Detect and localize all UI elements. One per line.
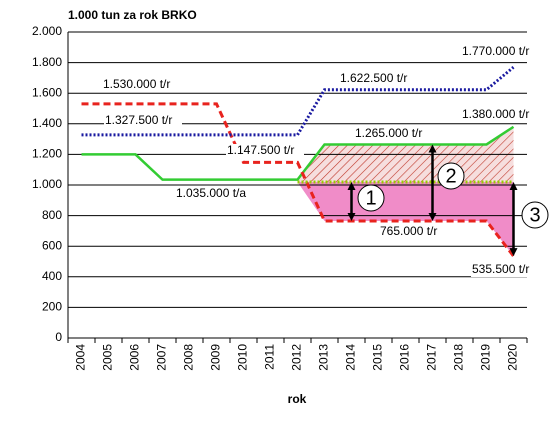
x-tick-label: 2020 — [506, 344, 520, 371]
label-bg — [102, 78, 180, 92]
label-bg — [104, 114, 182, 128]
x-tick-label: 2007 — [155, 344, 169, 371]
y-tick-label: 600 — [42, 238, 62, 252]
y-tick-label: 400 — [42, 269, 62, 283]
annotation: 1.770.000 t/r — [462, 44, 529, 58]
arrow-head — [347, 212, 356, 221]
arrow-head — [428, 212, 437, 221]
arrow-head — [428, 144, 437, 153]
x-axis-label: rok — [288, 392, 307, 406]
y-tick-label: 800 — [42, 208, 62, 222]
y-tick-label: 1.600 — [32, 85, 62, 99]
callout-circle — [521, 201, 549, 229]
label-bg — [354, 127, 432, 141]
x-tick-label: 2005 — [101, 344, 115, 371]
callout-number: 1 — [365, 187, 376, 209]
y-tick-label: 1.000 — [32, 177, 62, 191]
x-tick-label: 2013 — [317, 344, 331, 371]
x-tick-label: 2009 — [209, 344, 223, 371]
callout-circle — [357, 184, 385, 212]
annotation: 1.265.000 t/r — [355, 126, 422, 140]
annotation: 1.530.000 t/r — [103, 77, 170, 91]
annotation: 1.327.500 t/r — [105, 113, 172, 127]
label-bg — [226, 144, 304, 158]
shortfall-area — [297, 181, 514, 257]
callout-number: 3 — [529, 204, 540, 226]
x-tick-label: 2015 — [371, 344, 385, 371]
callout-number: 2 — [445, 165, 456, 187]
x-tick-label: 2019 — [479, 344, 493, 371]
annotation: 765.000 t/r — [380, 224, 437, 238]
line-series — [81, 125, 515, 181]
arrow-head — [347, 181, 356, 190]
y-tick-label: 1.400 — [32, 116, 62, 130]
x-tick-label: 2011 — [263, 344, 277, 370]
chart-title: 1.000 tun za rok BRKO — [68, 8, 197, 22]
annotation: 1.622.500 t/r — [340, 71, 407, 85]
y-tick-label: 200 — [42, 300, 62, 314]
x-tick-label: 2017 — [425, 344, 439, 371]
label-bg — [461, 45, 539, 59]
x-tick-label: 2012 — [290, 344, 304, 371]
y-tick-label: 1.200 — [32, 147, 62, 161]
y-tick-label: 0 — [55, 330, 62, 344]
label-bg — [339, 72, 417, 86]
line-series — [81, 66, 515, 137]
arrow-head — [509, 181, 518, 190]
label-bg — [175, 187, 253, 201]
x-tick-label: 2008 — [182, 344, 196, 371]
y-tick-label: 1.800 — [32, 55, 62, 69]
x-tick-label: 2004 — [74, 344, 88, 371]
annotation: 1.380.000 t/r — [462, 107, 529, 121]
line-series — [81, 102, 515, 257]
label-bg — [461, 108, 539, 122]
x-tick-label: 2018 — [452, 344, 466, 371]
label-bg — [379, 225, 457, 239]
x-tick-label: 2016 — [398, 344, 412, 371]
y-tick-label: 2.000 — [32, 24, 62, 38]
annotation: 1.147.500 t/r — [227, 143, 294, 157]
annotation: 1.035.000 t/a — [176, 186, 246, 200]
x-tick-label: 2014 — [344, 344, 358, 371]
x-tick-label: 2010 — [236, 344, 250, 371]
x-tick-label: 2006 — [128, 344, 142, 371]
arrow-head — [509, 248, 518, 257]
callout-circle — [437, 162, 465, 190]
annotation: 535.500 t/r — [472, 262, 529, 276]
label-bg — [471, 263, 549, 277]
